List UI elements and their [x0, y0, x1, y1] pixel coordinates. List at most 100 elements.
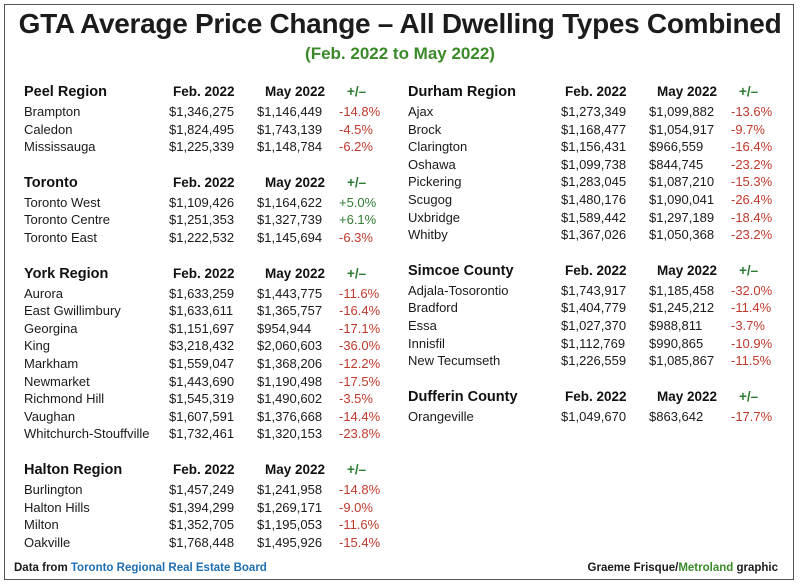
price-change: +6.1%	[339, 212, 377, 228]
price-change: -23.2%	[731, 156, 773, 172]
column-header-may: May 2022	[265, 461, 326, 477]
feb-price: $1,222,532	[169, 229, 235, 245]
price-change: -9.0%	[339, 499, 373, 515]
column-header-change: +/–	[347, 461, 367, 477]
table-row: Toronto West $1,109,426 $1,164,622 +5.0%	[24, 195, 394, 213]
may-price: $863,642	[649, 408, 704, 424]
table-row: East Gwillimbury $1,633,611 $1,365,757 -16.…	[24, 303, 394, 321]
feb-price: $1,743,917	[561, 282, 627, 298]
may-price: $1,087,210	[649, 174, 715, 190]
price-change: -32.0%	[731, 282, 773, 298]
table-row: Caledon $1,824,495 $1,743,139 -4.5%	[24, 122, 394, 140]
column-header-change: +/–	[739, 262, 759, 278]
table-row: Uxbridge $1,589,442 $1,297,189 -18.4%	[408, 210, 788, 228]
price-change: -11.5%	[731, 353, 772, 369]
area-name: Richmond Hill	[24, 391, 105, 407]
price-change: -18.4%	[731, 209, 773, 225]
may-price: $1,190,498	[257, 373, 323, 389]
column-header-feb: Feb. 2022	[173, 265, 235, 281]
price-change: -11.6%	[339, 517, 380, 533]
table-row: Toronto Centre $1,251,353 $1,327,739 +6.1%	[24, 212, 394, 230]
feb-price: $1,559,047	[169, 355, 235, 371]
price-change: -11.4%	[731, 300, 772, 316]
table-row: Oshawa $1,099,738 $844,745 -23.2%	[408, 157, 788, 175]
may-price: $844,745	[649, 156, 704, 172]
feb-price: $1,367,026	[561, 227, 627, 243]
graphic-frame	[4, 4, 794, 580]
area-name: Georgina	[24, 320, 78, 336]
table-row: Richmond Hill $1,545,319 $1,490,602 -3.5%	[24, 391, 394, 409]
feb-price: $1,545,319	[169, 391, 235, 407]
price-change: -17.7%	[731, 408, 773, 424]
left-column: Peel Region Feb. 2022 May 2022 +/– Brampton $…	[24, 84, 394, 570]
feb-price: $1,732,461	[169, 426, 235, 442]
table-row: Aurora $1,633,259 $1,443,775 -11.6%	[24, 286, 394, 304]
column-header-may: May 2022	[657, 84, 718, 99]
price-change: -13.6%	[731, 104, 773, 119]
feb-price: $1,824,495	[169, 121, 235, 137]
may-price: $1,297,189	[649, 209, 715, 225]
feb-price: $1,633,611	[169, 303, 234, 319]
may-price: $1,269,171	[257, 499, 323, 515]
price-change: -17.1%	[339, 320, 381, 336]
price-change: -10.9%	[731, 335, 773, 351]
column-header-may: May 2022	[265, 84, 326, 99]
area-name: Burlington	[24, 481, 83, 497]
feb-price: $1,027,370	[561, 317, 627, 333]
table-row: Orangeville $1,049,670 $863,642 -17.7%	[408, 409, 788, 427]
source-name: Toronto Regional Real Estate Board	[70, 562, 267, 574]
feb-price: $1,283,045	[561, 174, 627, 190]
table-row: Ajax $1,273,349 $1,099,882 -13.6%	[408, 104, 788, 122]
area-name: Scugog	[408, 191, 453, 207]
price-change: -14.8%	[339, 481, 381, 497]
table-row: Pickering $1,283,045 $1,087,210 -15.3%	[408, 174, 788, 192]
table-row: New Tecumseth $1,226,559 $1,085,867 -11.5%	[408, 353, 788, 371]
area-name: Whitchurch-Stouffville	[24, 426, 150, 442]
column-header-feb: Feb. 2022	[565, 262, 627, 278]
may-price: $1,090,041	[649, 191, 715, 207]
price-change: -14.8%	[339, 104, 381, 119]
area-name: Whitby	[408, 227, 448, 243]
may-price: $954,944	[257, 320, 312, 336]
region-name: Peel Region	[24, 84, 107, 100]
price-change: -9.7%	[731, 121, 765, 137]
column-header-may: May 2022	[657, 262, 718, 278]
region-header: Peel Region Feb. 2022 May 2022 +/–	[24, 84, 394, 104]
column-header-feb: Feb. 2022	[565, 84, 627, 99]
table-row: Brampton $1,346,275 $1,146,449 -14.8%	[24, 104, 394, 122]
may-price: $988,811	[649, 317, 703, 333]
may-price: $1,164,622	[257, 194, 323, 210]
chart-subtitle: (Feb. 2022 to May 2022)	[305, 44, 495, 63]
table-row: Vaughan $1,607,591 $1,376,668 -14.4%	[24, 409, 394, 427]
area-name: Clarington	[408, 139, 468, 155]
area-name: Essa	[408, 317, 437, 333]
feb-price: $1,226,559	[561, 353, 627, 369]
area-name: Innisfil	[408, 335, 445, 351]
feb-price: $1,156,431	[561, 139, 627, 155]
feb-price: $1,225,339	[169, 139, 235, 155]
region-block: Toronto Feb. 2022 May 2022 +/– Toronto West $…	[24, 175, 394, 248]
may-price: $1,085,867	[649, 353, 715, 369]
may-price: $1,490,602	[257, 391, 323, 407]
price-change: -17.5%	[339, 373, 381, 389]
table-row: Whitchurch-Stouffville $1,732,461 $1,320,1…	[24, 426, 394, 444]
region-block: Peel Region Feb. 2022 May 2022 +/– Brampton $…	[24, 84, 394, 157]
area-name: New Tecumseth	[408, 353, 501, 369]
may-price: $1,743,139	[257, 121, 323, 137]
feb-price: $1,251,353	[169, 212, 235, 228]
area-name: Markham	[24, 355, 79, 371]
feb-price: $1,151,697	[169, 320, 235, 336]
feb-price: $1,394,299	[169, 499, 235, 515]
table-row: Oakville $1,768,448 $1,495,926 -15.4%	[24, 535, 394, 553]
may-price: $1,099,882	[649, 104, 715, 119]
area-name: Oshawa	[408, 156, 456, 172]
price-change: -4.5%	[339, 121, 373, 137]
price-change: -16.4%	[731, 139, 773, 155]
may-price: $1,050,368	[649, 227, 715, 243]
table-row: Markham $1,559,047 $1,368,206 -12.2%	[24, 356, 394, 374]
price-change: -36.0%	[339, 338, 381, 354]
table-row: Halton Hills $1,394,299 $1,269,171 -9.0%	[24, 500, 394, 518]
region-name: York Region	[24, 265, 109, 282]
source-prefix: Data from	[14, 562, 71, 574]
price-change: -23.2%	[731, 227, 773, 243]
